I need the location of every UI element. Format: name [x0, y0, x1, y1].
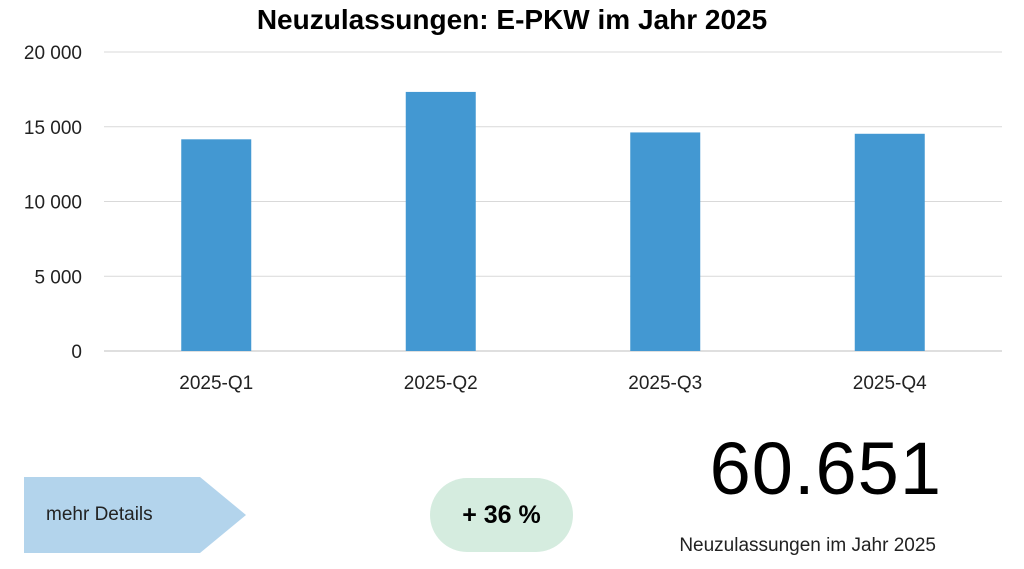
- y-tick-label: 10 000: [24, 193, 82, 214]
- total-registrations-caption: Neuzulassungen im Jahr 2025: [679, 535, 936, 556]
- more-details-label: mehr Details: [46, 504, 153, 525]
- bar-2025-q1: [181, 139, 252, 351]
- x-tick-label: 2025-Q2: [404, 373, 478, 394]
- bar-2025-q2: [405, 91, 476, 351]
- y-tick-label: 5 000: [34, 267, 82, 288]
- more-details-button[interactable]: mehr Details: [24, 477, 246, 553]
- bar-2025-q4: [854, 133, 925, 351]
- total-registrations-value: 60.651: [709, 427, 942, 510]
- y-tick-label: 15 000: [24, 118, 82, 139]
- y-tick-label: 20 000: [24, 43, 82, 64]
- x-axis-ticks: 2025-Q1 2025-Q2 2025-Q3 2025-Q4: [179, 373, 927, 394]
- x-tick-label: 2025-Q4: [853, 373, 927, 394]
- x-tick-label: 2025-Q1: [179, 373, 253, 394]
- bar-2025-q3: [630, 132, 701, 351]
- x-tick-label: 2025-Q3: [628, 373, 702, 394]
- bars: [181, 91, 925, 351]
- gridlines: [104, 51, 1002, 352]
- y-axis-ticks: 0 5 000 10 000 15 000 20 000: [24, 43, 82, 363]
- y-tick-label: 0: [71, 342, 82, 363]
- change-badge: + 36 %: [430, 478, 573, 552]
- chart-title: Neuzulassungen: E-PKW im Jahr 2025: [256, 4, 768, 35]
